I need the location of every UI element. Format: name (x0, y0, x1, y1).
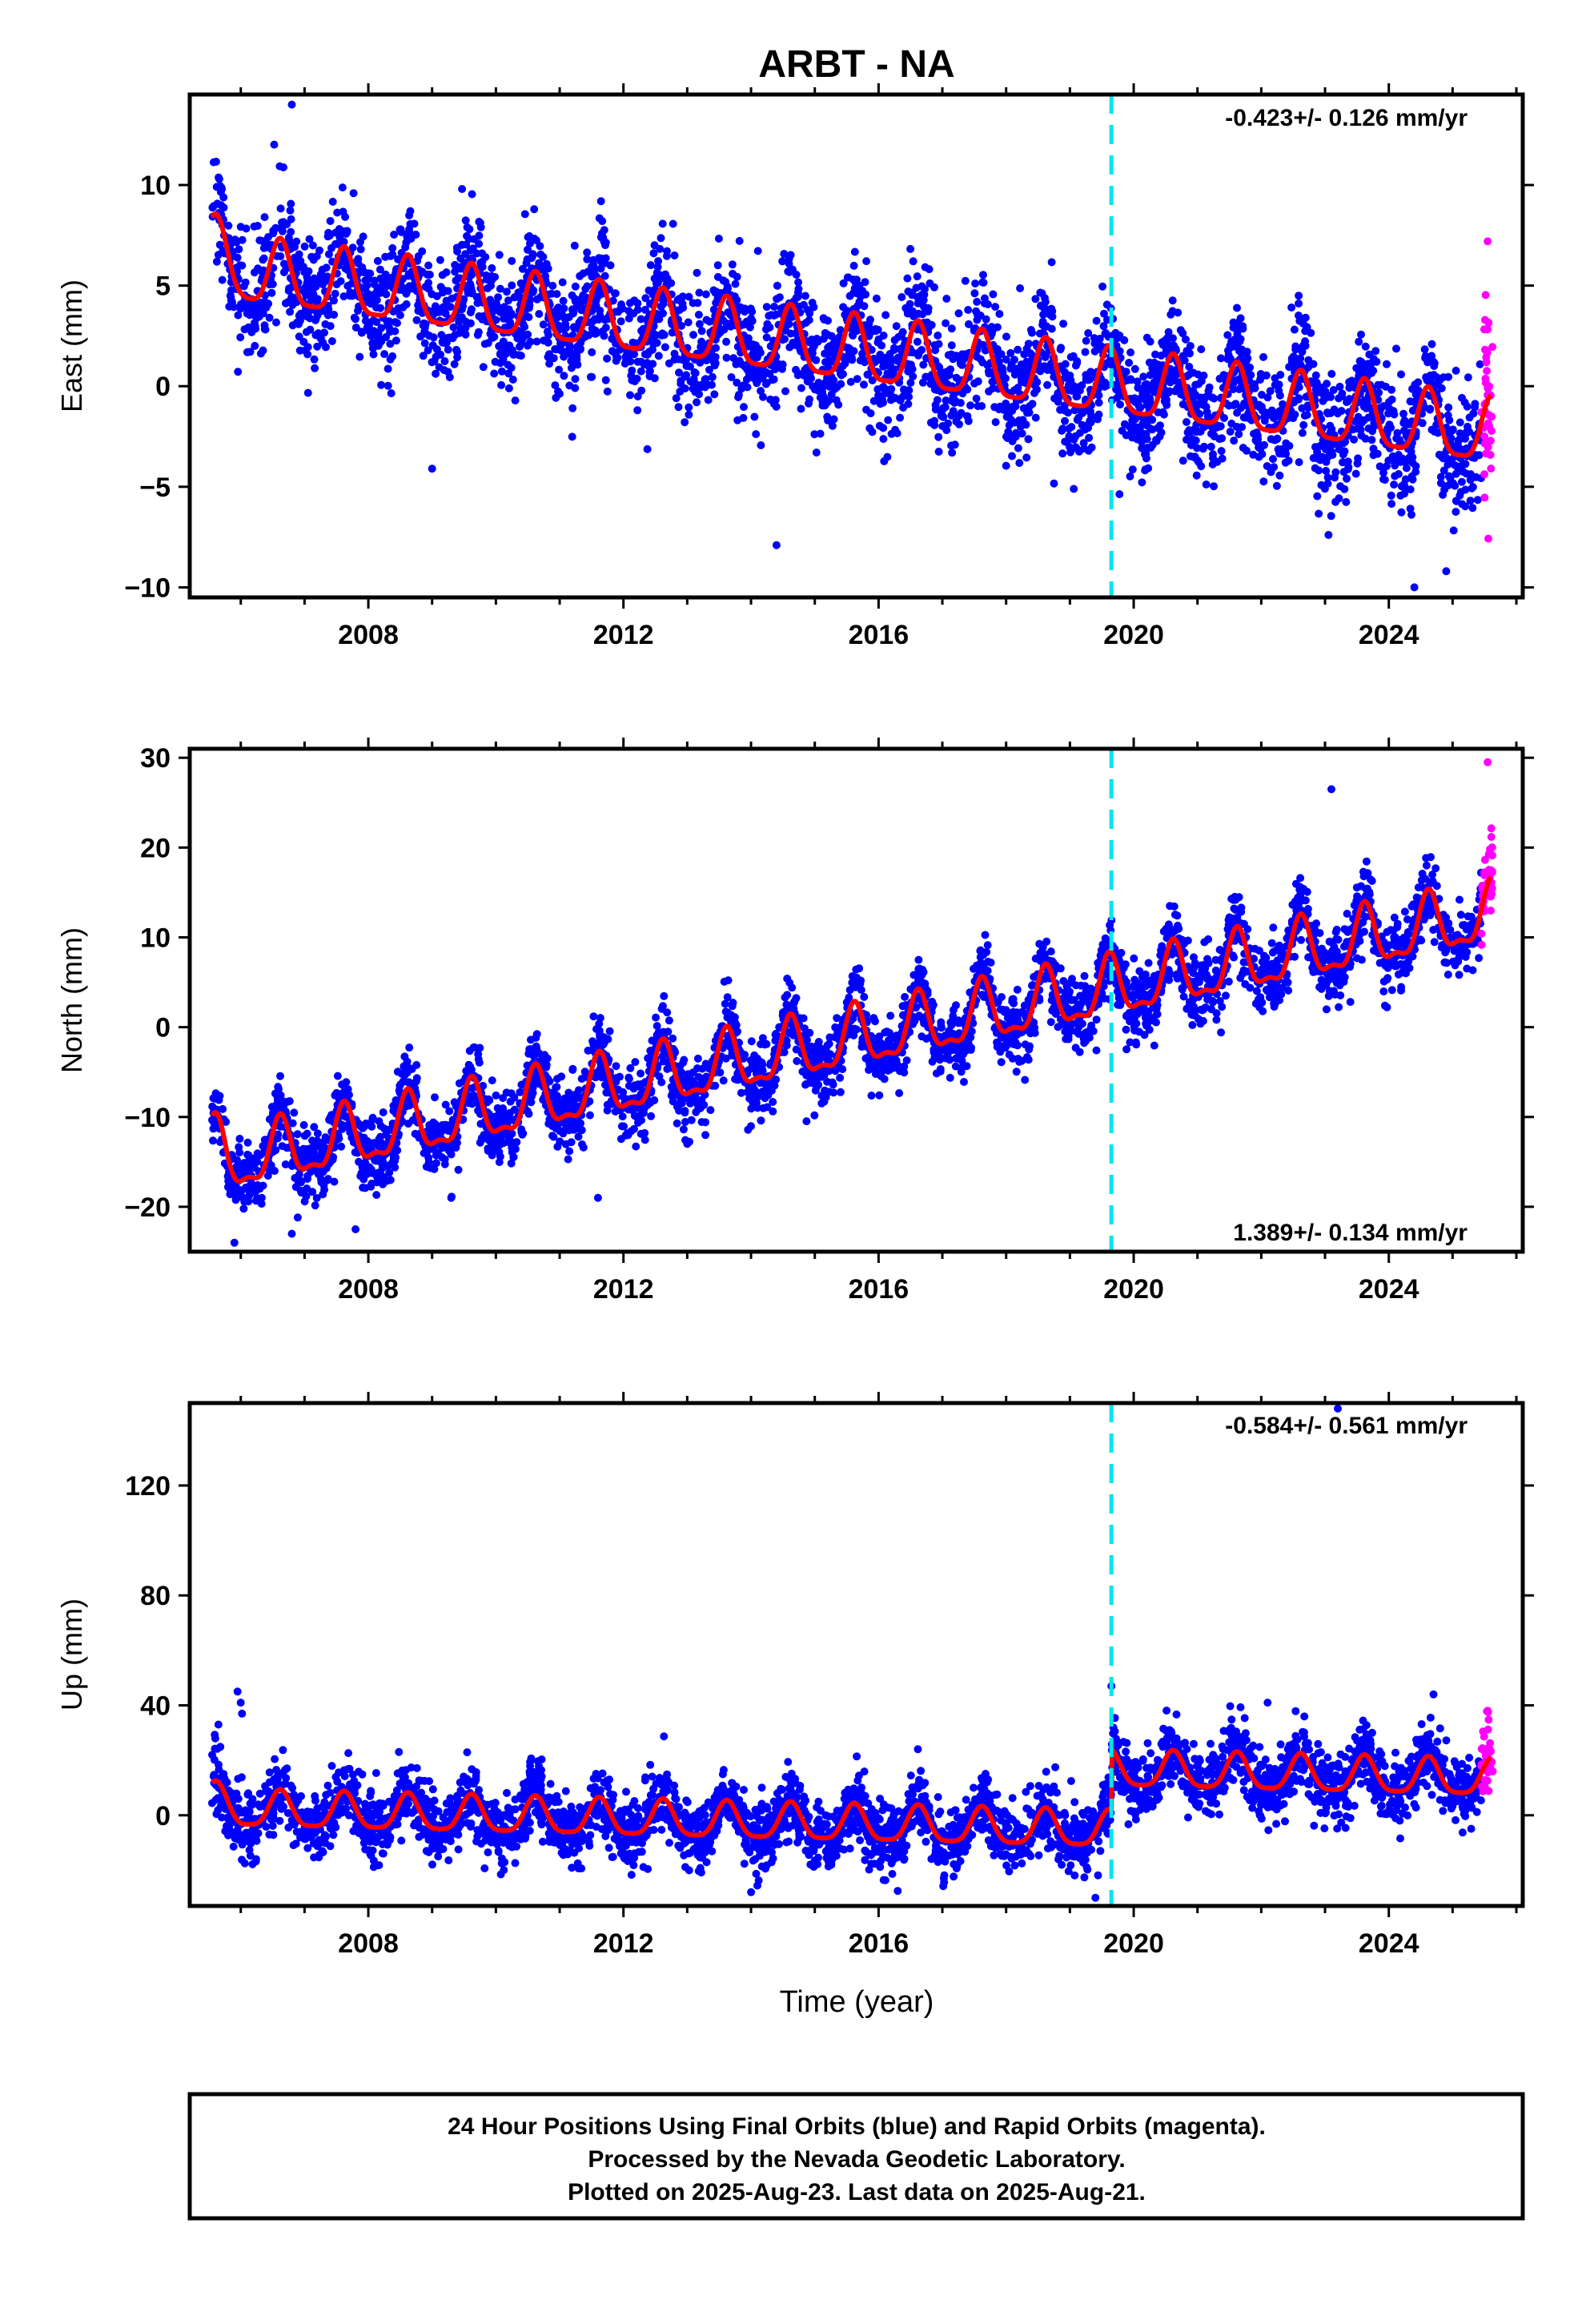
north-y-tick-label: 0 (155, 1013, 171, 1043)
up-y-tick-label: 80 (140, 1581, 171, 1611)
east-x-tick-label: 2012 (593, 620, 654, 650)
east-y-tick-label: −5 (139, 472, 171, 503)
east-rate-label: -0.423+/- 0.126 mm/yr (1225, 105, 1468, 131)
up-axis-ticks: 2008 2012 2016 2020 2024 0 40 80 120 (125, 1392, 1534, 1959)
up-data-layer (207, 1403, 1497, 1906)
up-y-tick-label: 40 (140, 1691, 171, 1721)
footer-box: 24 Hour Positions Using Final Orbits (bl… (187, 2092, 1525, 2221)
north-data-layer (208, 749, 1496, 1252)
up-rapid-orbit-points (1477, 1707, 1497, 1795)
chart-title: ARBT - NA (758, 43, 954, 86)
footer-line-3: Plotted on 2025-Aug-23. Last data on 202… (568, 2179, 1146, 2205)
up-y-axis-label: Up (mm) (55, 1598, 88, 1711)
north-rate-label: 1.389+/- 0.134 mm/yr (1233, 1220, 1468, 1246)
east-x-tick-label: 2020 (1103, 620, 1164, 650)
north-clipped-marks (208, 749, 1496, 1252)
north-x-tick-label: 2020 (1103, 1274, 1164, 1305)
up-final-orbit-points (207, 1404, 1486, 1902)
up-clipped-marks (207, 1403, 1497, 1906)
north-x-tick-label: 2016 (849, 1274, 909, 1305)
up-x-tick-label: 2016 (849, 1928, 909, 1959)
east-y-tick-label: −10 (124, 573, 171, 603)
east-data-layer (208, 94, 1497, 597)
up-panel: 2008 2012 2016 2020 2024 0 40 80 120 Up (mm) -0.… (55, 1392, 1534, 1959)
east-x-tick-label: 2016 (849, 620, 909, 650)
up-x-tick-label: 2024 (1359, 1928, 1419, 1959)
east-rapid-orbit-points (1477, 237, 1497, 543)
up-model-curve (210, 1747, 1493, 1847)
up-rate-label: -0.584+/- 0.561 mm/yr (1225, 1413, 1468, 1439)
footer-line-1: 24 Hour Positions Using Final Orbits (bl… (448, 2113, 1266, 2140)
north-model-curve (210, 875, 1493, 1184)
up-y-tick-label: 0 (155, 1801, 171, 1831)
north-x-tick-label: 2012 (593, 1274, 654, 1305)
east-model-curve (210, 211, 1493, 458)
east-y-tick-label: 0 (155, 372, 171, 402)
up-x-tick-label: 2008 (338, 1928, 399, 1959)
north-y-tick-label: −10 (124, 1103, 171, 1133)
up-x-tick-label: 2012 (593, 1928, 654, 1959)
north-y-axis-label: North (mm) (55, 927, 88, 1073)
east-clipped-marks (208, 94, 1497, 597)
up-plot-frame (187, 1401, 1525, 1908)
east-x-tick-label: 2024 (1359, 620, 1419, 650)
east-final-orbit-points (208, 100, 1485, 592)
footer-frame (187, 2092, 1525, 2221)
north-x-tick-label: 2024 (1359, 1274, 1419, 1305)
east-y-tick-label: 10 (140, 171, 171, 201)
up-y-tick-label: 120 (125, 1471, 171, 1502)
north-y-tick-label: 20 (140, 833, 171, 863)
north-axis-ticks: 2008 2012 2016 2020 2024 −20 −10 0 10 20 30 (124, 738, 1534, 1305)
east-axis-ticks: 2008 2012 2016 2020 2024 −10 −5 0 5 10 (124, 83, 1534, 650)
east-x-tick-label: 2008 (338, 620, 399, 650)
east-y-axis-label: East (mm) (55, 279, 88, 412)
north-panel: 2008 2012 2016 2020 2024 −20 −10 0 10 20 30 North … (55, 738, 1534, 1305)
east-y-tick-label: 5 (155, 271, 171, 302)
north-plot-frame (187, 746, 1525, 1254)
north-y-tick-label: 10 (140, 923, 171, 954)
east-plot-frame (187, 92, 1525, 600)
footer-line-2: Processed by the Nevada Geodetic Laborat… (588, 2146, 1125, 2173)
north-y-tick-label: 30 (140, 743, 171, 774)
up-x-tick-label: 2020 (1103, 1928, 1164, 1959)
north-y-tick-label: −20 (124, 1192, 171, 1223)
x-axis-label: Time (year) (780, 1985, 934, 2019)
north-x-tick-label: 2008 (338, 1274, 399, 1305)
